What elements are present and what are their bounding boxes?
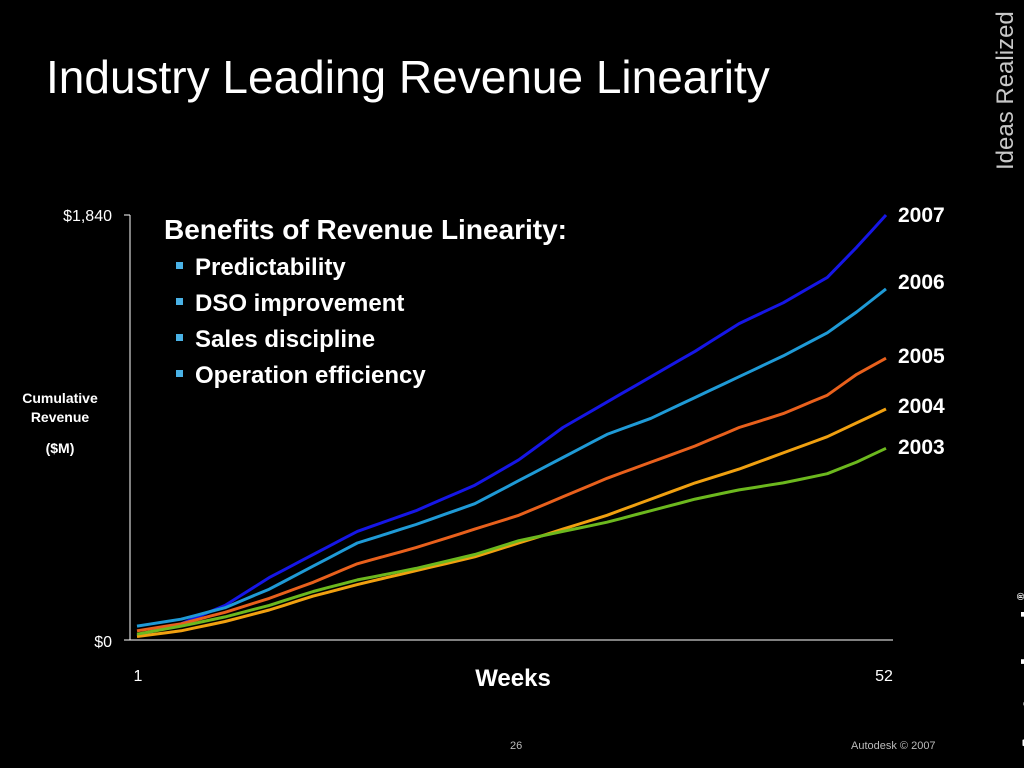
y-tick-label-max: $1,840 (63, 208, 112, 225)
benefit-item-label: Sales discipline (195, 326, 376, 353)
benefit-item: Sales discipline (176, 322, 567, 358)
series-label-2005: 2005 (898, 345, 945, 368)
y-axis-label-line-2: Revenue (30, 409, 90, 425)
series-label-2003: 2003 (898, 436, 945, 459)
slide-title: Industry Leading Revenue Linearity (46, 51, 770, 103)
square-bullet-icon (176, 298, 183, 306)
series-label-2006: 2006 (898, 271, 945, 294)
series-label-2007: 2007 (898, 204, 945, 227)
page-number: 26 (510, 740, 523, 752)
benefit-item: Operation efficiency (176, 358, 567, 394)
series-label-2004: 2004 (898, 395, 945, 418)
benefits-heading: Benefits of Revenue Linearity: (164, 214, 567, 245)
series-line-2006 (136, 287, 887, 628)
benefit-item: Predictability (176, 250, 567, 286)
benefits-box: Benefits of Revenue Linearity: Predictab… (164, 214, 567, 394)
benefit-item-label: Operation efficiency (195, 362, 426, 389)
benefit-item-label: DSO improvement (195, 290, 405, 317)
y-axis-label-line-1: Cumulative (22, 390, 98, 406)
y-tick-label-min: $0 (94, 634, 112, 651)
series-labels: 2007 2006 2005 2004 2003 (898, 204, 945, 459)
square-bullet-icon (176, 334, 183, 342)
copyright-notice: Autodesk © 2007 (851, 740, 936, 752)
series-lines (136, 213, 888, 638)
series-line-2004 (136, 407, 887, 638)
x-tick-label-last: 52 (875, 668, 893, 685)
square-bullet-icon (176, 262, 183, 270)
benefits-list: Predictability DSO improvement Sales dis… (164, 250, 567, 394)
benefit-item-label: Predictability (195, 254, 346, 281)
benefit-item: DSO improvement (176, 286, 567, 322)
square-bullet-icon (176, 370, 183, 378)
series-line-2007 (136, 213, 888, 637)
series-line-2003 (136, 446, 887, 636)
tick-labels: $1,840 $0 1 52 (63, 208, 893, 685)
series-line-2005 (136, 356, 887, 633)
chart-axes (124, 214, 893, 641)
x-tick-label-first: 1 (134, 668, 143, 685)
x-axis-label: Weeks (475, 665, 551, 692)
y-axis-label-line-3: ($M) (45, 440, 75, 456)
